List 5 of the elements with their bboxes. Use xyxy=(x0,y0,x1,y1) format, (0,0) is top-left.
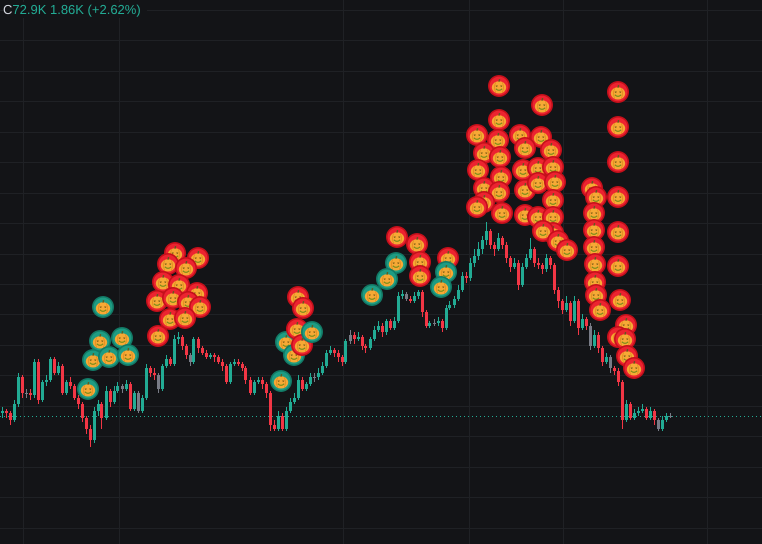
text: 72.9K 1.86K (+2.62%) xyxy=(12,2,141,17)
candlestick xyxy=(433,319,436,326)
candlestick xyxy=(25,389,28,398)
text: C xyxy=(3,2,12,17)
candlestick xyxy=(313,373,316,382)
